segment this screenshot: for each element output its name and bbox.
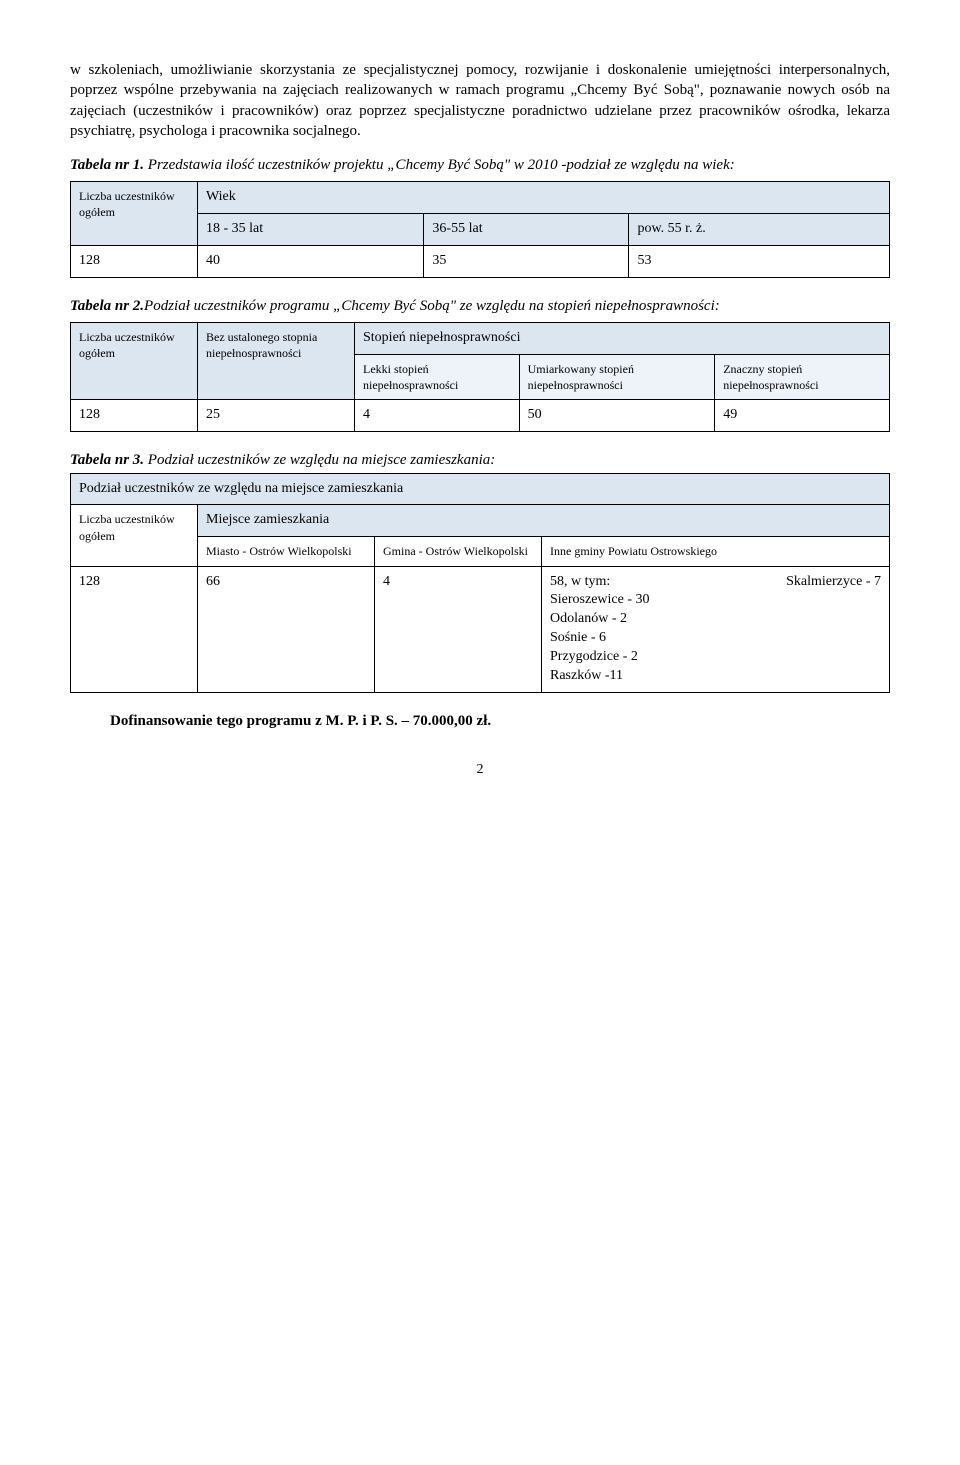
t1-v1: 40: [198, 246, 424, 278]
table3-caption-lead: Tabela nr 3.: [70, 452, 144, 468]
t2-bez: Bez ustalonego stopnia niepełnosprawnośc…: [198, 323, 355, 400]
financing-line: Dofinansowanie tego programu z M. P. i P…: [110, 711, 890, 731]
t3-inne: Inne gminy Powiatu Ostrowskiego: [542, 537, 890, 566]
t1-col1: 18 - 35 lat: [198, 214, 424, 246]
t3-rowlabel: Liczba uczestników ogółem: [71, 505, 198, 566]
t3-vmiasto: 66: [198, 566, 375, 692]
t2-znacz: Znaczny stopień niepełnosprawności: [715, 355, 890, 400]
t1-wiek-header: Wiek: [198, 182, 890, 214]
table3-caption-rest: Podział uczestników ze względu na miejsc…: [144, 452, 495, 468]
intro-paragraph: w szkoleniach, umożliwianie skorzystania…: [70, 60, 890, 141]
t2-lekki: Lekki stopień niepełnosprawności: [355, 355, 520, 400]
table3: Podział uczestników ze względu na miejsc…: [70, 473, 890, 693]
t1-total: 128: [71, 246, 198, 278]
t2-vlekki: 4: [355, 400, 520, 432]
table2: Liczba uczestników ogółem Bez ustalonego…: [70, 322, 890, 432]
t2-rowlabel: Liczba uczestników ogółem: [71, 323, 198, 400]
t1-v3: 53: [629, 246, 890, 278]
table2-caption-lead: Tabela nr 2.: [70, 298, 144, 314]
t3-vinne-lead: 58, w tym:: [550, 573, 610, 592]
t3-vinne: 58, w tym: Skalmierzyce - 7 Sieroszewice…: [542, 566, 890, 692]
t3-gmina: Gmina - Ostrów Wielkopolski: [375, 537, 542, 566]
t3-miejsce: Miejsce zamieszkania: [198, 505, 890, 537]
t1-v2: 35: [424, 246, 629, 278]
t3-vgmina: 4: [375, 566, 542, 692]
t2-vumiar: 50: [519, 400, 715, 432]
t2-vbez: 25: [198, 400, 355, 432]
t3-vinne-right: Skalmierzyce - 7: [786, 573, 881, 592]
t3-total: 128: [71, 566, 198, 692]
t1-col3: pow. 55 r. ż.: [629, 214, 890, 246]
t1-rowlabel: Liczba uczestników ogółem: [71, 182, 198, 246]
t2-umiar: Umiarkowany stopień niepełnosprawności: [519, 355, 715, 400]
page-number: 2: [70, 761, 890, 780]
t2-stopien: Stopień niepełnosprawności: [355, 323, 890, 355]
t3-miasto: Miasto - Ostrów Wielkopolski: [198, 537, 375, 566]
t1-col2: 36-55 lat: [424, 214, 629, 246]
table2-caption: Tabela nr 2.Podział uczestników programu…: [70, 296, 890, 316]
table1: Liczba uczestników ogółem Wiek 18 - 35 l…: [70, 181, 890, 278]
t2-total: 128: [71, 400, 198, 432]
t2-vznacz: 49: [715, 400, 890, 432]
t3-vinne-lines: Sieroszewice - 30 Odolanów - 2 Sośnie - …: [550, 591, 881, 685]
table1-caption: Tabela nr 1. Przedstawia ilość uczestnik…: [70, 155, 890, 175]
table3-caption: Tabela nr 3. Podział uczestników ze wzgl…: [70, 450, 890, 470]
table2-caption-rest: Podział uczestników programu „Chcemy Być…: [144, 298, 720, 314]
table1-caption-lead: Tabela nr 1.: [70, 157, 144, 173]
t3-fullheader: Podział uczestników ze względu na miejsc…: [71, 473, 890, 505]
table1-caption-rest: Przedstawia ilość uczestników projektu „…: [144, 157, 735, 173]
